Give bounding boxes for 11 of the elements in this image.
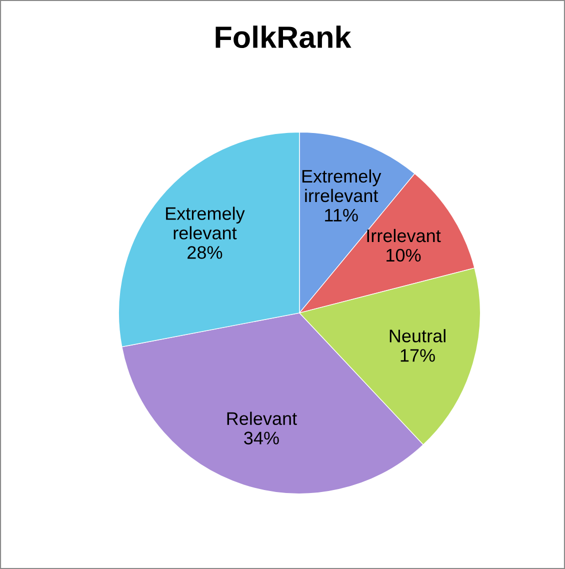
data-label: 17% [400,349,435,362]
data-label: 10% [386,248,421,262]
slice-label: Neutral [390,329,446,342]
slice-label: Extremely relevant [166,206,245,240]
data-label: 28% [188,246,222,259]
data-label: 34% [244,432,279,444]
data-label: 11% [325,208,358,222]
slice-label: Extremely irrelevant [302,169,382,202]
chart-title: FolkRank [216,26,352,48]
slice-label: Relevant [227,412,297,425]
slice-label: Irrelevant [367,228,441,242]
